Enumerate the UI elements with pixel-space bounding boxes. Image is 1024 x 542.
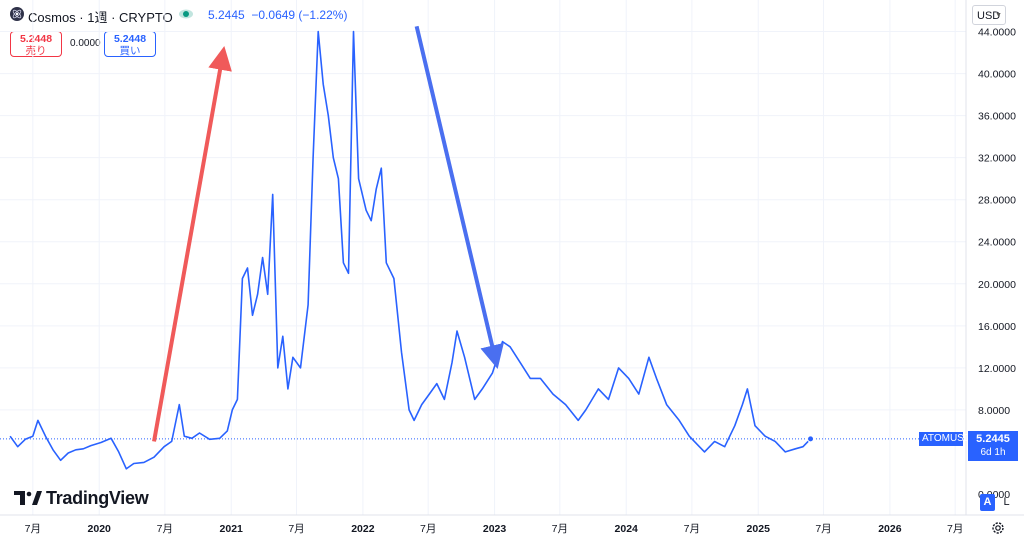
price-axis[interactable]: 44.0000 40.0000 36.0000 32.0000 28.0000 24.00… — [978, 27, 1016, 501]
tradingview-logo-icon — [14, 491, 42, 505]
x-tick-label: 7月 — [552, 523, 568, 535]
trend-down-arrow[interactable] — [414, 25, 504, 370]
time-axis[interactable]: 7月 2020 7月 2021 7月 2022 7月 2023 7月 2024 7月 2025 7月 20… — [25, 523, 964, 535]
x-tick-label: 7月 — [684, 523, 700, 535]
symbol-price-label: ATOMUSD — [919, 432, 971, 446]
last-price-dot — [807, 435, 815, 443]
eye-icon[interactable] — [178, 7, 194, 21]
last-price-readout: 5.2445 −0.0649 (−1.22%) — [208, 8, 347, 22]
spread-value: 0.0000 — [70, 38, 101, 49]
current-price-tag: 5.2445 6d 1h — [968, 431, 1018, 461]
logo-text: TradingView — [46, 488, 149, 508]
y-tick-label: 32.0000 — [978, 153, 1016, 165]
x-tick-label: 2026 — [878, 523, 902, 535]
last-price: 5.2445 — [208, 8, 245, 22]
y-tick-label: 36.0000 — [978, 111, 1016, 123]
x-tick-label: 7月 — [157, 523, 173, 535]
symbol-title[interactable]: Cosmos · 1週 · CRYPTO — [28, 10, 173, 25]
y-tick-label: 24.0000 — [978, 237, 1016, 249]
x-tick-label: 7月 — [420, 523, 436, 535]
buy-price: 5.2448 — [113, 33, 147, 45]
x-tick-label: 2023 — [483, 523, 507, 535]
x-tick-label: 7月 — [25, 523, 41, 535]
price-line-series — [9, 30, 812, 470]
log-scale-button[interactable]: L — [1003, 496, 1010, 508]
buy-label: 買い — [119, 45, 141, 57]
chart-header: Cosmos · 1週 · CRYPTO 5.2445 −0.0649 (−1.… — [0, 0, 960, 28]
auto-scale-button[interactable]: A — [980, 494, 995, 511]
currency-label: USD — [977, 10, 1001, 22]
trend-up-arrow[interactable] — [152, 45, 232, 442]
x-tick-label: 2020 — [88, 523, 112, 535]
y-tick-label: 12.0000 — [978, 363, 1016, 375]
x-tick-label: 2022 — [351, 523, 375, 535]
cosmos-coin-icon — [10, 7, 24, 21]
y-tick-label: 8.0000 — [978, 405, 1010, 417]
chart-grid — [0, 0, 966, 515]
x-tick-label: 2025 — [747, 523, 771, 535]
currency-select[interactable]: USD ▼ — [972, 5, 1006, 25]
y-tick-label: 40.0000 — [978, 69, 1016, 81]
x-tick-label: 7月 — [288, 523, 304, 535]
buy-button[interactable]: 5.2448 買い — [104, 31, 156, 57]
x-tick-label: 2021 — [220, 523, 244, 535]
y-tick-label: 44.0000 — [978, 27, 1016, 39]
chevron-down-icon: ▼ — [995, 12, 1002, 19]
y-tick-label: 16.0000 — [978, 321, 1016, 333]
x-tick-label: 7月 — [947, 523, 963, 535]
sell-label: 売り — [25, 45, 47, 57]
gear-icon[interactable] — [991, 521, 1005, 535]
x-tick-label: 7月 — [815, 523, 831, 535]
bar-countdown: 6d 1h — [980, 447, 1006, 458]
sell-price: 5.2448 — [19, 33, 53, 45]
price-change: −0.0649 (−1.22%) — [251, 8, 348, 22]
y-tick-label: 28.0000 — [978, 195, 1016, 207]
x-tick-label: 2024 — [615, 523, 639, 535]
y-tick-label: 20.0000 — [978, 279, 1016, 291]
current-price-value: 5.2445 — [976, 433, 1010, 445]
